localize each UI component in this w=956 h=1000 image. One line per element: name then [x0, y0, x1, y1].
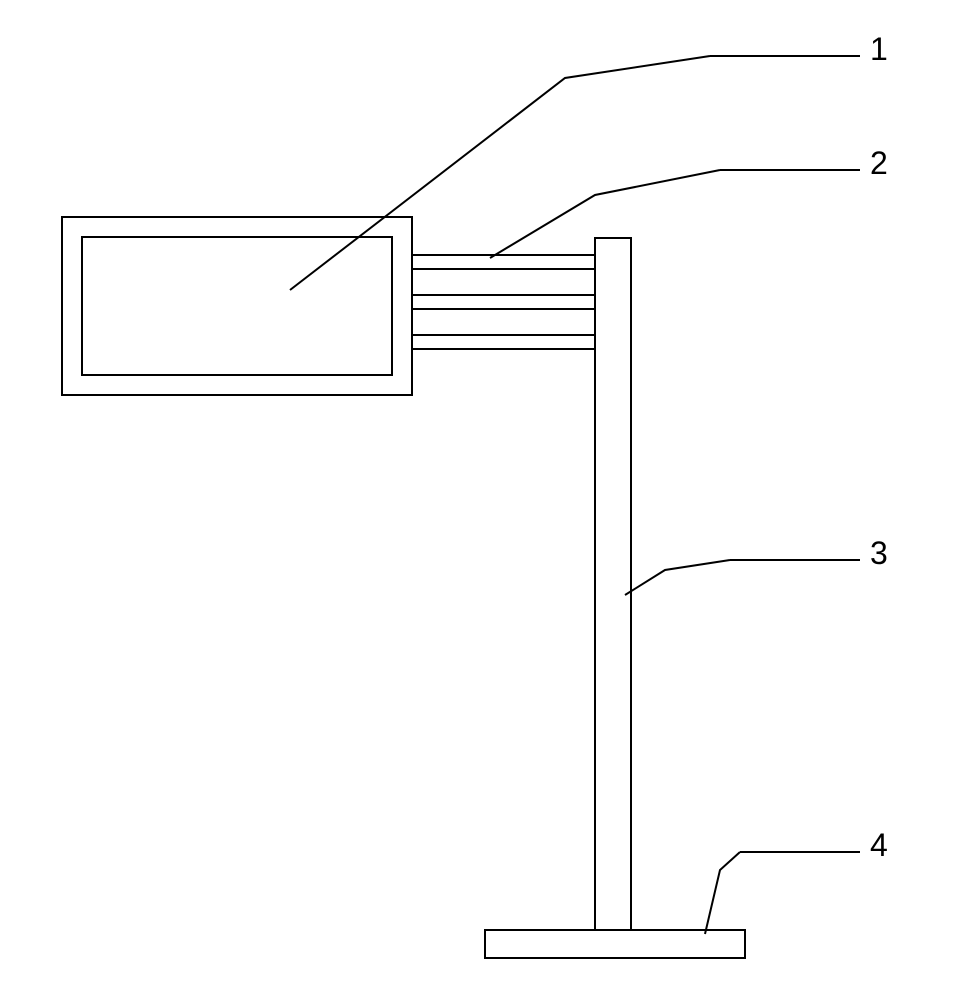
callout-label-1: 1 [870, 31, 888, 67]
callout-label-2: 2 [870, 145, 888, 181]
callout-4-leader [705, 852, 740, 934]
monitor-outer [62, 217, 412, 395]
diagram-canvas: 1 2 3 4 [0, 0, 956, 1000]
base [485, 930, 745, 958]
callout-3-leader [625, 560, 730, 595]
callout-label-4: 4 [870, 827, 888, 863]
callout-label-3: 3 [870, 535, 888, 571]
pole [595, 238, 631, 930]
